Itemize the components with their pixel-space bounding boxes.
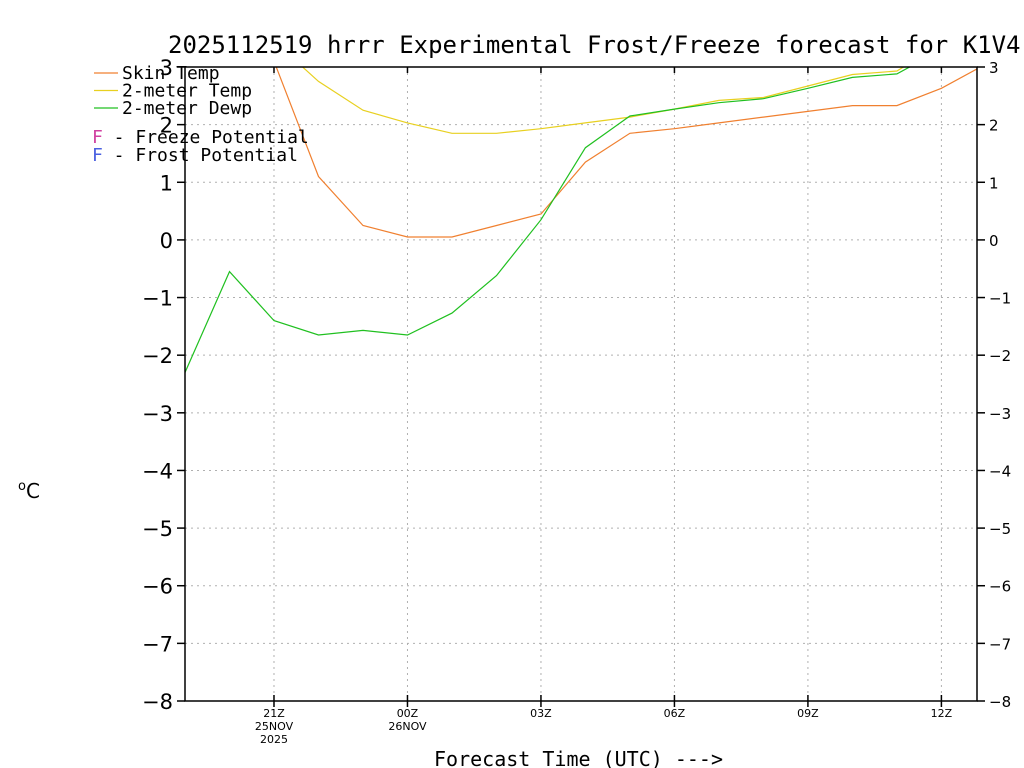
- series-line-2-meter-temp: [301, 67, 905, 134]
- y-tick-label-right: −7: [989, 635, 1011, 653]
- y-tick-label-left: −4: [142, 459, 173, 483]
- potential-label: - Frost Potential: [103, 145, 298, 166]
- potential-legend: F - Freeze Potential: [92, 127, 309, 148]
- y-tick-label-left: −2: [142, 344, 173, 368]
- y-tick-label-right: −8: [989, 693, 1011, 711]
- x-tick-label: 06Z: [664, 707, 686, 720]
- x-tick-label: 25NOV: [255, 720, 294, 733]
- y-tick-label-left: −8: [142, 690, 173, 714]
- y-tick-label-right: 1: [989, 174, 999, 192]
- potential-label: - Freeze Potential: [103, 127, 309, 148]
- y-tick-label-right: 0: [989, 232, 999, 250]
- plot-frame: [184, 66, 978, 702]
- legend-label: 2-meter Temp: [122, 81, 252, 102]
- y-tick-label-left: −3: [142, 402, 173, 426]
- potential-letter: F: [92, 127, 103, 148]
- x-tick-label: 00Z: [397, 707, 419, 720]
- y-axis: 3 3 2 2 1 1 0 0 −1 −1 −2 −2 −3 −3 −4 −4 −5 −5 −6 −6 −7 −7 −8 −8: [142, 56, 1011, 714]
- potential-legend: F - Frost Potential: [92, 145, 298, 166]
- series-line-2-meter-dewp: [185, 67, 911, 373]
- y-tick-label-left: 2: [160, 114, 173, 138]
- y-tick-label-right: 3: [989, 59, 999, 77]
- x-tick-label: 12Z: [931, 707, 953, 720]
- y-tick-label-right: −4: [989, 462, 1011, 480]
- x-tick-label: 09Z: [797, 707, 819, 720]
- legend-label: 2-meter Dewp: [122, 98, 252, 119]
- y-tick-label-left: 0: [160, 229, 173, 253]
- y-tick-label-left: 3: [160, 56, 173, 80]
- y-axis-label: oC: [18, 479, 40, 503]
- chart-title: 2025112519 hrrr Experimental Frost/Freez…: [168, 31, 1021, 59]
- x-tick-label: 03Z: [530, 707, 552, 720]
- series-line-skin-temp: [275, 67, 977, 238]
- x-tick-label: 26NOV: [388, 720, 427, 733]
- x-axis-label: Forecast Time (UTC) --->: [434, 747, 723, 768]
- y-tick-label-left: −1: [142, 287, 173, 311]
- y-tick-label-left: −6: [142, 575, 173, 599]
- y-tick-label-left: −5: [142, 517, 173, 541]
- y-tick-label-left: 1: [160, 171, 173, 195]
- y-tick-label-right: −6: [989, 578, 1011, 596]
- series-layer: [185, 67, 977, 373]
- y-tick-label-right: −1: [989, 290, 1011, 308]
- x-tick-label: 2025: [260, 733, 288, 746]
- y-tick-label-right: −5: [989, 520, 1011, 538]
- grid: [185, 67, 977, 701]
- y-tick-label-left: −7: [142, 632, 173, 656]
- y-tick-label-right: 2: [989, 117, 999, 135]
- potential-letter: F: [92, 145, 103, 166]
- y-tick-label-right: −3: [989, 405, 1011, 423]
- x-tick-label: 21Z: [263, 707, 285, 720]
- legend-label: Skin Temp: [122, 63, 220, 84]
- y-tick-label-right: −2: [989, 347, 1011, 365]
